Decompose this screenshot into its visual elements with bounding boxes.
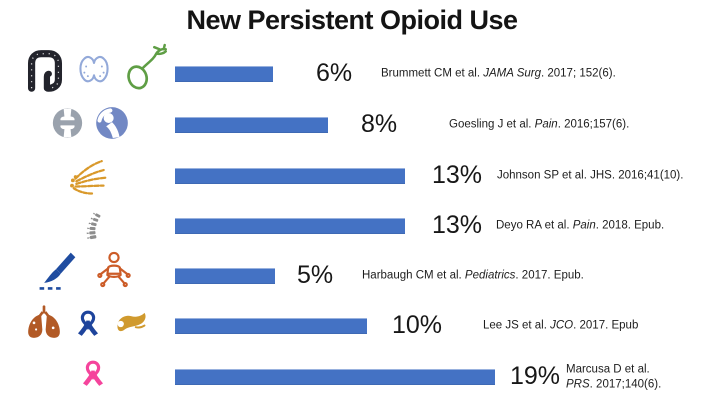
bar [175, 117, 328, 133]
citation-text: . 2017. Epub [573, 319, 639, 332]
citation-text: Pain [534, 118, 558, 131]
hand-skeleton-icon [57, 155, 115, 197]
citation-text: . 2017; 152(6). [540, 67, 616, 80]
value-label: 8% [361, 109, 398, 138]
value-label: 5% [297, 260, 334, 289]
citation: Lee JS et al. JCO. 2017. Epub [483, 319, 638, 334]
citation-text: Goesling J et al. [449, 118, 535, 131]
value-label: 13% [432, 210, 483, 239]
bar [175, 369, 495, 385]
bar [175, 218, 405, 234]
citation: Johnson SP et al. JHS. 2016;41(10). [497, 169, 683, 184]
value-label: 10% [392, 310, 443, 339]
citation-text: PRS [566, 378, 590, 390]
page-title: New Persistent Opioid Use [186, 5, 518, 35]
citation: Harbaugh CM et al. Pediatrics. 2017. Epu… [362, 269, 584, 284]
scalpel-icon [34, 249, 80, 293]
gallbladder-icon [122, 43, 172, 93]
citation-text: Johnson SP et al. JHS. 2016;41(10). [497, 169, 684, 182]
thyroid-icon [72, 49, 116, 91]
bar [175, 168, 405, 184]
citation-text: . 2017;140(6). [589, 378, 662, 390]
citation: Brummett CM et al. JAMA Surg. 2017; 152(… [381, 67, 616, 82]
awareness-ribbon-blue-icon [73, 303, 103, 345]
citation-text: Deyo RA et al. [496, 219, 573, 232]
value-label: 19% [510, 361, 561, 390]
bar [175, 268, 275, 284]
value-label: 13% [432, 160, 483, 189]
citation-text: Pediatrics [464, 269, 516, 282]
lungs-icon [23, 302, 65, 342]
bar [175, 66, 273, 82]
citation-text: Brummett CM et al. [381, 67, 484, 80]
citation-text: . 2018. Epub. [595, 219, 665, 232]
citation-text: Marcusa D et al. [566, 363, 650, 376]
bar [175, 318, 367, 334]
baby-icon [94, 247, 134, 293]
awareness-ribbon-pink-icon [78, 349, 108, 399]
value-label: 6% [316, 58, 353, 87]
citation-text: JCO [550, 319, 574, 332]
citation-text: Harbaugh CM et al. [362, 269, 465, 282]
pancreas-icon [108, 305, 154, 343]
hip-joint-icon [92, 103, 132, 143]
colon-icon [22, 46, 68, 94]
citation-text: Lee JS et al. [483, 319, 551, 332]
citation: Goesling J et al. Pain. 2016;157(6). [449, 118, 629, 133]
citation-text: . 2016;157(6). [557, 118, 630, 131]
citation-text: JAMA Surg [483, 67, 541, 80]
knee-joint-icon [49, 104, 86, 142]
citation-text: . 2017. Epub. [515, 269, 584, 282]
citation: Deyo RA et al. Pain. 2018. Epub. [496, 219, 664, 234]
citation-text: Pain [572, 219, 596, 232]
spine-icon [78, 200, 106, 252]
citation: Marcusa D et al. PRS. 2017;140(6). [566, 362, 661, 391]
